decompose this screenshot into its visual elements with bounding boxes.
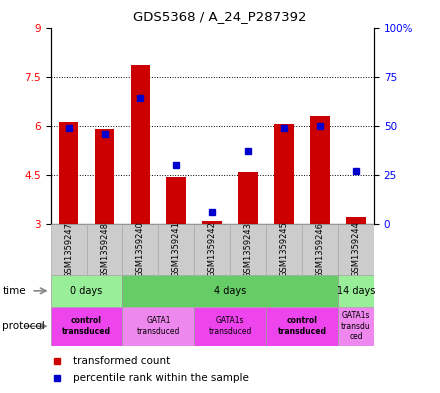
Bar (266, 307, 338, 346)
Bar (59, 123, 78, 224)
Bar (302, 224, 338, 275)
Bar (230, 224, 266, 275)
Text: GDS5368 / A_24_P287392: GDS5368 / A_24_P287392 (133, 10, 307, 23)
Text: 14 days: 14 days (337, 286, 375, 296)
Text: GSM1359247: GSM1359247 (64, 222, 73, 277)
Text: GSM1359245: GSM1359245 (280, 222, 289, 277)
Bar (51, 275, 122, 307)
Bar (122, 275, 338, 307)
Bar (131, 65, 150, 224)
Bar (87, 224, 122, 275)
Text: control
transduced: control transduced (62, 316, 111, 336)
Bar (266, 224, 302, 275)
Bar (202, 221, 222, 224)
Bar (338, 307, 374, 346)
Text: GSM1359242: GSM1359242 (208, 222, 217, 277)
Bar (51, 224, 87, 275)
Text: GSM1359240: GSM1359240 (136, 222, 145, 277)
Bar (238, 172, 258, 224)
Text: transformed count: transformed count (73, 356, 170, 366)
Text: time: time (2, 286, 26, 296)
Text: GSM1359243: GSM1359243 (244, 222, 253, 277)
Bar (338, 224, 374, 275)
Bar (274, 124, 294, 224)
Text: GSM1359241: GSM1359241 (172, 222, 181, 277)
Text: GATA1s
transduced: GATA1s transduced (209, 316, 252, 336)
Bar (122, 224, 158, 275)
Text: 0 days: 0 days (70, 286, 103, 296)
Text: GSM1359248: GSM1359248 (100, 222, 109, 277)
Bar (158, 224, 194, 275)
Bar (338, 275, 374, 307)
Text: GATA1
transduced: GATA1 transduced (137, 316, 180, 336)
Text: GSM1359244: GSM1359244 (352, 222, 360, 277)
Text: percentile rank within the sample: percentile rank within the sample (73, 373, 249, 383)
Bar (194, 307, 266, 346)
Text: GATA1s
transdu
ced: GATA1s transdu ced (341, 311, 371, 341)
Bar (166, 176, 186, 224)
Bar (51, 307, 122, 346)
Bar (95, 129, 114, 224)
Text: GSM1359246: GSM1359246 (315, 222, 325, 277)
Bar (346, 217, 366, 224)
Bar (194, 224, 230, 275)
Text: protocol: protocol (2, 321, 45, 331)
Bar (310, 116, 330, 224)
Text: control
transduced: control transduced (278, 316, 326, 336)
Bar (122, 307, 194, 346)
Text: 4 days: 4 days (214, 286, 246, 296)
